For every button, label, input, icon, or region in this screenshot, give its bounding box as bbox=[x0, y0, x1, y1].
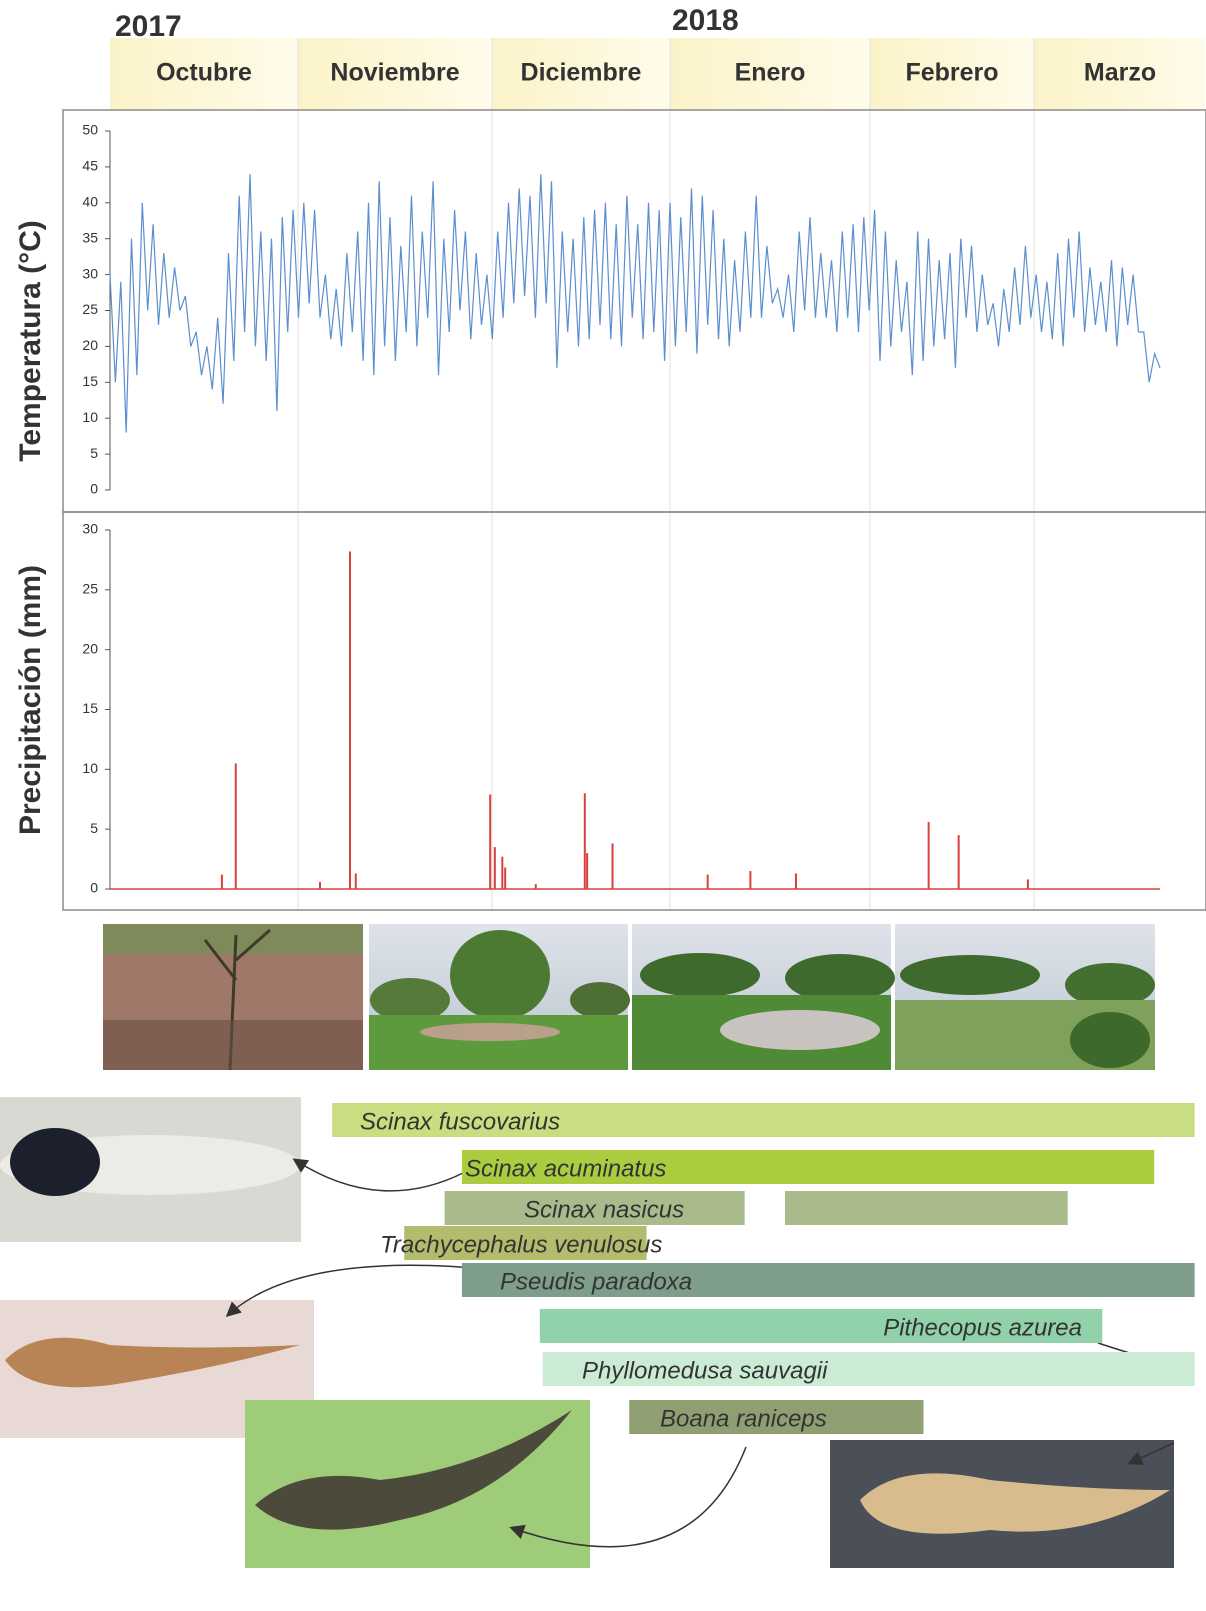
species-name: Trachycephalus venulosus bbox=[380, 1231, 662, 1258]
figure: Octubre Noviembre Diciembre Enero Febrero Mar… bbox=[0, 0, 1206, 1611]
precipitation-panel bbox=[63, 512, 1206, 910]
y-tick-label: 45 bbox=[82, 158, 98, 174]
y-tick-label: 5 bbox=[90, 820, 98, 836]
species-name: Pseudis paradoxa bbox=[500, 1268, 692, 1295]
photo bbox=[103, 924, 363, 954]
y-tick-label: 20 bbox=[82, 337, 98, 353]
y-tick-label: 35 bbox=[82, 229, 98, 245]
y-tick-label: 50 bbox=[82, 122, 98, 138]
species-name: Phyllomedusa sauvagii bbox=[582, 1357, 828, 1384]
y-tick-label: 25 bbox=[82, 581, 98, 597]
species-bars bbox=[332, 1103, 1195, 1434]
y-tick-label: 5 bbox=[90, 445, 98, 461]
species-name: Pithecopus azurea bbox=[883, 1314, 1082, 1341]
y-axis-title: Temperatura (°C) bbox=[14, 220, 47, 461]
y-tick-label: 15 bbox=[82, 373, 98, 389]
month-label: Marzo bbox=[1084, 59, 1156, 87]
month-label: Octubre bbox=[156, 59, 252, 87]
month-label: Diciembre bbox=[521, 59, 642, 87]
y-tick-label: 10 bbox=[82, 760, 98, 776]
site-photos bbox=[103, 924, 1155, 1070]
month-label: Noviembre bbox=[330, 59, 459, 87]
y-tick-label: 25 bbox=[82, 301, 98, 317]
temperature-line bbox=[110, 174, 1160, 433]
y-tick-label: 10 bbox=[82, 409, 98, 425]
month-label: Febrero bbox=[905, 59, 998, 87]
temperature-panel bbox=[63, 110, 1206, 512]
y-tick-label: 30 bbox=[82, 265, 98, 281]
species-name: Scinax nasicus bbox=[524, 1196, 684, 1223]
y-tick-label: 15 bbox=[82, 700, 98, 716]
species-name: Scinax fuscovarius bbox=[360, 1108, 560, 1135]
year: 2017 bbox=[115, 10, 182, 43]
y-tick-label: 0 bbox=[90, 880, 98, 896]
year: 2018 bbox=[672, 4, 739, 37]
y-tick-label: 0 bbox=[90, 481, 98, 497]
y-axis-title: Precipitación (mm) bbox=[14, 565, 47, 835]
layer: Octubre Noviembre Diciembre Enero Febrero Mar… bbox=[82, 38, 1205, 910]
y-tick-label: 20 bbox=[82, 640, 98, 656]
y-tick-label: 30 bbox=[82, 521, 98, 537]
species-name: Scinax acuminatus bbox=[465, 1155, 666, 1182]
month-label: Enero bbox=[735, 59, 806, 87]
species-name: Boana raniceps bbox=[660, 1405, 827, 1432]
species-bar bbox=[785, 1191, 1068, 1225]
y-tick-label: 40 bbox=[82, 194, 98, 210]
